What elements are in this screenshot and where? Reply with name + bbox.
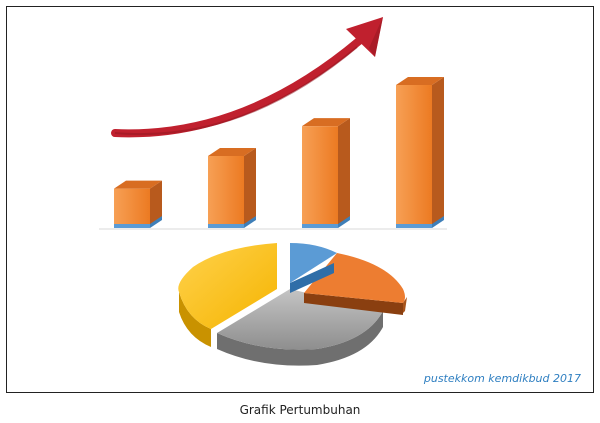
figure-caption: Grafik Pertumbuhan xyxy=(239,403,361,417)
pie-slice-blue xyxy=(290,243,337,293)
growth-arrow xyxy=(111,17,383,138)
credit-label: pustekkom kemdikbud 2017 xyxy=(423,372,581,385)
bars-group xyxy=(114,77,444,228)
figure-frame: pustekkom kemdikbud 2017 xyxy=(6,6,594,393)
bar-2 xyxy=(208,148,256,228)
bar-1 xyxy=(114,180,162,228)
bar-3 xyxy=(302,118,350,228)
bar-4 xyxy=(396,77,444,228)
growth-illustration xyxy=(99,17,447,366)
pie-slice-yellow xyxy=(178,243,277,347)
pie-chart-3d xyxy=(178,243,407,366)
